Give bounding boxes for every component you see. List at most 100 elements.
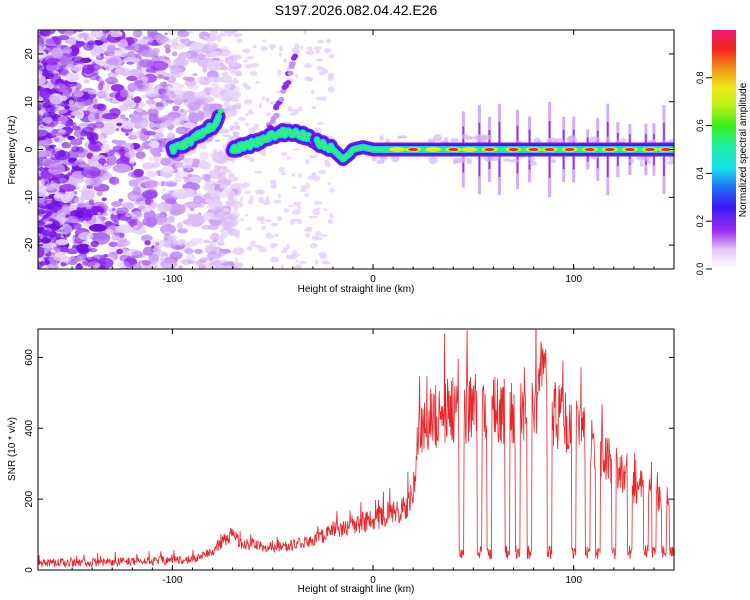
noise-blob	[219, 236, 224, 242]
noise-blob	[246, 227, 253, 231]
noise-blob	[174, 175, 183, 183]
ridge-hotspot	[205, 127, 212, 133]
noise-blob	[96, 191, 103, 197]
noise-blob	[108, 241, 118, 248]
noise-blob	[187, 173, 193, 178]
spectrogram-y-tick-label: 0	[24, 146, 35, 152]
noise-blob	[167, 131, 174, 139]
noise-blob	[314, 49, 321, 54]
noise-blob	[82, 64, 95, 75]
noise-blob	[253, 123, 260, 130]
noise-blob	[101, 112, 119, 120]
noise-blob	[198, 264, 206, 269]
noise-blob	[245, 55, 255, 60]
noise-blob	[111, 207, 116, 212]
noise-blob	[212, 198, 217, 202]
noise-blob	[292, 148, 300, 151]
noise-blob	[153, 156, 160, 162]
noise-blob	[123, 257, 138, 268]
noise-blob	[280, 249, 288, 254]
noise-blob	[128, 219, 138, 227]
noise-blob	[605, 136, 611, 145]
noise-blob	[258, 246, 268, 253]
noise-blob	[167, 238, 178, 248]
noise-blob	[268, 44, 277, 49]
noise-blob	[39, 233, 44, 239]
noise-blob	[185, 241, 198, 247]
noise-blob	[128, 179, 139, 187]
noise-blob	[527, 156, 536, 162]
noise-blob	[54, 251, 66, 258]
noise-blob	[202, 212, 215, 221]
noise-blob	[258, 196, 264, 204]
ridge-hotspot	[425, 147, 442, 152]
noise-blob	[142, 246, 154, 256]
noise-blob	[228, 136, 237, 140]
noise-blob	[244, 213, 249, 217]
noise-blob	[294, 74, 299, 79]
noise-blob	[160, 157, 172, 166]
noise-blob	[161, 81, 167, 89]
noise-blob	[291, 209, 301, 216]
noise-blob	[127, 131, 132, 135]
noise-blob	[628, 158, 635, 164]
noise-blob	[70, 145, 80, 152]
noise-blob	[163, 76, 170, 81]
noise-blob	[294, 43, 300, 50]
noise-blob	[193, 92, 202, 99]
ridge-hotspot	[217, 108, 224, 114]
spectrogram-heatmap	[38, 30, 674, 269]
noise-blob	[222, 134, 232, 138]
noise-blob	[118, 198, 124, 203]
noise-blob	[107, 71, 118, 79]
noise-blob	[159, 257, 165, 262]
noise-blob	[54, 137, 60, 142]
noise-blob	[285, 80, 292, 86]
noise-blob	[162, 90, 176, 100]
noise-blob	[177, 30, 187, 35]
noise-blob	[566, 135, 578, 144]
noise-blob	[238, 218, 245, 222]
noise-blob	[239, 195, 244, 202]
noise-blob	[45, 183, 57, 191]
noise-blob	[116, 122, 123, 127]
noise-blob	[550, 159, 557, 164]
noise-blob	[175, 118, 182, 125]
noise-blob	[220, 259, 228, 263]
noise-blob	[286, 156, 291, 160]
noise-blob	[223, 101, 229, 108]
noise-blob	[105, 57, 119, 66]
noise-blob	[101, 139, 108, 144]
noise-blob	[86, 153, 94, 158]
noise-blob	[51, 173, 69, 184]
ridge-hotspot-core	[408, 147, 419, 152]
noise-blob	[70, 138, 83, 146]
ridge-hotspot	[285, 130, 292, 136]
noise-blob	[55, 234, 61, 240]
noise-blob	[60, 193, 71, 204]
noise-blob	[216, 49, 232, 57]
noise-blob	[75, 180, 82, 183]
noise-blob	[227, 169, 233, 173]
noise-blob	[188, 112, 199, 124]
noise-blob	[61, 47, 73, 55]
noise-blob	[312, 208, 320, 216]
noise-blob	[261, 216, 266, 222]
noise-blob	[47, 262, 59, 269]
noise-blob	[319, 96, 328, 101]
noise-blob	[278, 52, 283, 58]
noise-blob	[75, 42, 83, 48]
noise-blob	[316, 65, 324, 71]
noise-blob	[86, 131, 99, 142]
noise-blob	[129, 194, 139, 199]
noise-blob	[132, 224, 139, 229]
noise-blob	[48, 144, 57, 148]
noise-blob	[207, 70, 219, 79]
noise-blob	[242, 182, 250, 188]
spectrogram-y-tick-label: 10	[24, 96, 35, 108]
noise-blob	[280, 151, 288, 157]
noise-blob	[192, 72, 196, 77]
noise-blob	[70, 111, 83, 117]
noise-blob	[45, 63, 59, 72]
noise-blob	[265, 96, 270, 103]
